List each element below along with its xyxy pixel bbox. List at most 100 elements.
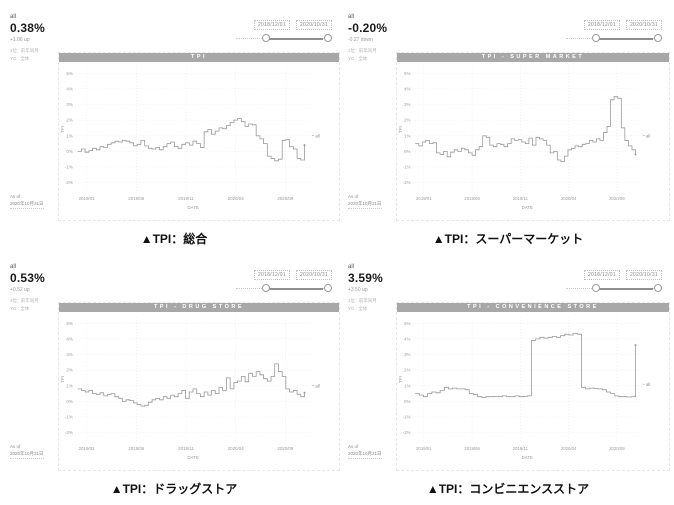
kpi-note-1: 1位 : 前年同月 <box>10 48 39 53</box>
tpi-line-chart[interactable]: 5% 4% 3% 2% 1% 0% -1% -2% 2019/01 2019/06 2019/11 2… <box>397 62 669 220</box>
date-range-slider[interactable]: 2018/12/01 2020/10/31 <box>396 270 662 295</box>
date-end[interactable]: 2020/10/31 <box>625 270 662 280</box>
svg-text:0%: 0% <box>66 149 72 154</box>
slider-track[interactable] <box>236 283 332 295</box>
svg-text:DATE: DATE <box>187 455 198 460</box>
svg-text:TPI: TPI <box>60 376 65 383</box>
svg-text:1%: 1% <box>404 383 410 388</box>
svg-text:5%: 5% <box>66 321 72 326</box>
as-of-block: As of 2020年10月31日 <box>348 443 382 460</box>
svg-text:2019/01: 2019/01 <box>416 196 432 201</box>
slider-handle-right[interactable] <box>654 34 662 42</box>
svg-text:-2%: -2% <box>403 180 411 185</box>
svg-text:-1%: -1% <box>403 415 411 420</box>
as-of-block: As of 2020年10月31日 <box>348 193 382 210</box>
slider-track-selected <box>265 37 324 40</box>
date-start[interactable]: 2018/12/01 <box>583 20 620 30</box>
series-tag: all <box>348 14 355 20</box>
date-start[interactable]: 2018/12/01 <box>583 270 620 280</box>
date-end[interactable]: 2020/10/31 <box>625 20 662 30</box>
as-of-block: As of 2020年10月31日 <box>10 193 44 210</box>
svg-text:-2%: -2% <box>403 430 411 435</box>
slider-handle-left[interactable] <box>591 284 600 292</box>
svg-text:2020/09: 2020/09 <box>609 446 625 451</box>
tpi-line-chart[interactable]: 5% 4% 3% 2% 1% 0% -1% -2% 2019/01 2019/06 2019/11 2… <box>397 312 669 470</box>
date-range-slider[interactable]: 2018/12/01 2020/10/31 <box>58 270 332 295</box>
tpi-line-chart[interactable]: 5% 4% 3% 2% 1% 0% -1% -2% 2019/01 2019/06 2019/11 2… <box>59 312 339 470</box>
svg-text:all: all <box>646 133 650 138</box>
svg-text:all: all <box>315 133 319 138</box>
as-of-date: 2020年10月31日 <box>348 200 382 210</box>
svg-text:all: all <box>646 382 650 387</box>
kpi-delta: +3.50 up <box>348 287 368 293</box>
svg-text:-2%: -2% <box>65 430 73 435</box>
slider-handle-left[interactable] <box>261 34 270 42</box>
kpi-block: all -0.20% -0.27 down 1位 : 前年同月 YG : 全体 <box>348 14 396 62</box>
svg-text:2020/04: 2020/04 <box>561 446 577 451</box>
svg-text:2019/11: 2019/11 <box>178 196 194 201</box>
kpi-note-1: 1位 : 前年同月 <box>348 298 377 303</box>
date-range-slider[interactable]: 2018/12/01 2020/10/31 <box>396 20 662 45</box>
slider-track[interactable] <box>566 33 662 45</box>
line-chart-container: TPI - SUPER MARKET 5% 4% 3% 2% 1% 0% -1% -2% 201… <box>396 52 670 221</box>
slider-track-selected <box>595 37 654 40</box>
svg-text:1%: 1% <box>66 383 72 388</box>
svg-text:-1%: -1% <box>65 165 73 170</box>
slider-track[interactable] <box>236 33 332 45</box>
line-chart-container: TPI - DRUG STORE 5% 4% 3% 2% 1% 0% -1% -2% 2019/… <box>58 302 340 471</box>
slider-handle-left[interactable] <box>591 34 600 42</box>
date-end[interactable]: 2020/10/31 <box>295 20 332 30</box>
svg-text:2019/01: 2019/01 <box>416 446 432 451</box>
svg-text:2019/11: 2019/11 <box>513 196 529 201</box>
slider-handle-right[interactable] <box>654 284 662 292</box>
slider-handle-left[interactable] <box>261 284 270 292</box>
as-of-label: As of <box>10 444 21 449</box>
kpi-block: all 0.53% +0.52 up 1位 : 前年同月 YG : 全体 <box>10 264 58 312</box>
series-tag: all <box>10 264 17 270</box>
series-tag: all <box>348 264 355 270</box>
series-tag: all <box>10 14 17 20</box>
kpi-value: 3.59% <box>348 271 384 285</box>
svg-text:2019/06: 2019/06 <box>464 446 480 451</box>
kpi-note-1: 1位 : 前年同月 <box>10 298 39 303</box>
svg-text:3%: 3% <box>66 352 72 357</box>
tpi-panel-drugstore: all 0.53% +0.52 up 1位 : 前年同月 YG : 全体 As … <box>6 258 342 505</box>
svg-text:2019/06: 2019/06 <box>464 196 480 201</box>
as-of-date: 2020年10月31日 <box>348 450 382 460</box>
svg-text:4%: 4% <box>404 86 410 91</box>
svg-text:DATE: DATE <box>187 205 198 210</box>
panel-caption: ▲TPI：ドラッグストア <box>110 482 238 496</box>
svg-text:2019/06: 2019/06 <box>128 196 145 201</box>
slider-track-selected <box>265 287 324 290</box>
date-start[interactable]: 2018/12/01 <box>253 270 290 280</box>
svg-text:2020/09: 2020/09 <box>277 196 294 201</box>
svg-text:4%: 4% <box>66 86 72 91</box>
svg-text:2020/09: 2020/09 <box>277 446 294 451</box>
svg-text:4%: 4% <box>66 336 72 341</box>
slider-handle-right[interactable] <box>324 284 332 292</box>
date-end[interactable]: 2020/10/31 <box>295 270 332 280</box>
kpi-value: 0.38% <box>10 21 46 35</box>
slider-handle-right[interactable] <box>324 34 332 42</box>
svg-text:-1%: -1% <box>65 415 73 420</box>
tpi-line-chart[interactable]: 5% 4% 3% 2% 1% 0% -1% -2% 2019/01 2019/06 2019/11 2… <box>59 62 339 220</box>
chart-title: TPI <box>59 53 339 62</box>
slider-track[interactable] <box>566 283 662 295</box>
svg-text:2020/04: 2020/04 <box>228 446 245 451</box>
svg-text:2019/11: 2019/11 <box>513 446 529 451</box>
kpi-value: -0.20% <box>348 21 388 35</box>
date-start[interactable]: 2018/12/01 <box>253 20 290 30</box>
svg-text:2020/09: 2020/09 <box>609 196 625 201</box>
kpi-note-2: YG : 全体 <box>348 305 368 311</box>
svg-text:DATE: DATE <box>522 205 533 210</box>
tpi-panel-overall: all 0.38% +1.06 up 1位 : 前年同月 YG : 全体 As … <box>6 8 342 258</box>
as-of-block: As of 2020年10月31日 <box>10 443 44 460</box>
as-of-date: 2020年10月31日 <box>10 200 44 210</box>
line-chart-container: TPI 5% 4% 3% 2% 1% 0% -1% -2% 2019/01 2019/06 2019… <box>58 52 340 221</box>
svg-text:1%: 1% <box>66 133 72 138</box>
svg-text:3%: 3% <box>404 102 410 107</box>
svg-text:2019/01: 2019/01 <box>79 196 96 201</box>
kpi-notes: 1位 : 前年同月 YG : 全体 <box>10 47 58 62</box>
date-range-slider[interactable]: 2018/12/01 2020/10/31 <box>58 20 332 45</box>
svg-text:-2%: -2% <box>65 180 73 185</box>
